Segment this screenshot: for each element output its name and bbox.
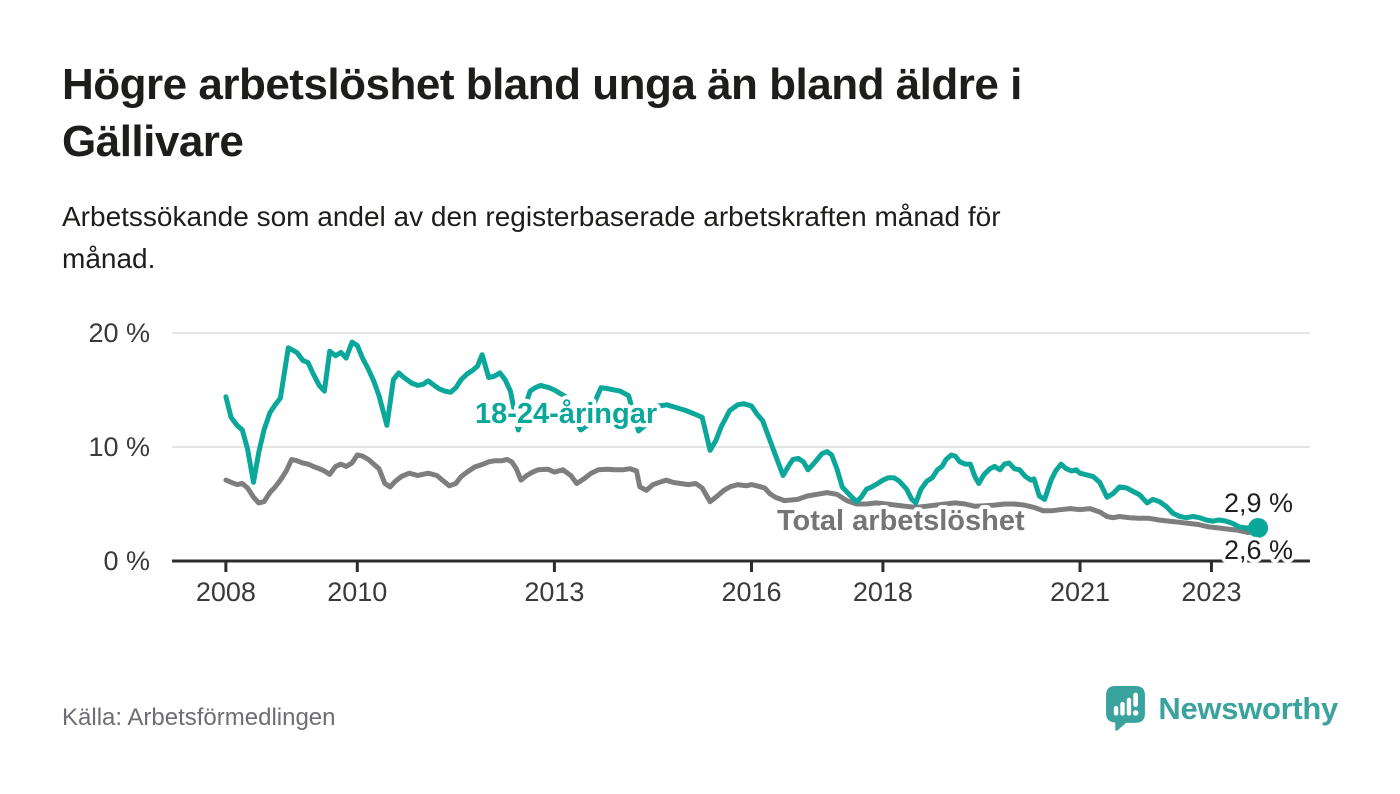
- x-tick-label-2010: 2010: [327, 577, 387, 607]
- x-tick-label-2021: 2021: [1050, 577, 1110, 607]
- youth-series-label: 18-24-åringar: [475, 398, 657, 430]
- y-tick-label-10: 10 %: [88, 432, 150, 462]
- newsworthy-wordmark: Newsworthy: [1158, 690, 1338, 726]
- newsworthy-bubble-icon: [1106, 686, 1146, 731]
- series-end-markers: [1248, 517, 1269, 538]
- newsworthy-logo[interactable]: Newsworthy: [1106, 686, 1338, 731]
- x-tick-label-2018: 2018: [853, 577, 913, 607]
- page-subtitle: Arbetssökande som andel av den registerb…: [62, 196, 1352, 280]
- series-line-youth: [223, 339, 1261, 531]
- series-lines: [223, 339, 1261, 535]
- header: Högre arbetslöshet bland unga än bland ä…: [62, 56, 1352, 280]
- x-tick-label-2016: 2016: [721, 577, 781, 607]
- source-note: Källa: Arbetsförmedlingen: [62, 704, 336, 731]
- gridlines: [172, 332, 1310, 448]
- youth-end-value-label: 2,9 %: [1224, 488, 1293, 518]
- x-tick-label-2013: 2013: [524, 577, 584, 607]
- page-subtitle-line2: månad.: [62, 243, 156, 275]
- x-tick-label-2008: 2008: [196, 577, 256, 607]
- total-series-label: Total arbetslöshet: [777, 505, 1025, 537]
- y-tick-label-0: 0 %: [103, 546, 150, 576]
- page-title-line1: Högre arbetslöshet bland unga än bland ä…: [62, 60, 1022, 109]
- page-title-line2: Gällivare: [62, 117, 244, 167]
- axes: 2008 2010 2013 2016 2018 2021 2023 0 % 10 % 20 %: [88, 318, 1310, 607]
- y-tick-label-20: 20 %: [88, 318, 150, 348]
- page-title: Högre arbetslöshet bland unga än bland ä…: [62, 56, 1352, 170]
- page-subtitle-line1: Arbetssökande som andel av den registerb…: [62, 201, 1001, 233]
- series-line-total: [223, 452, 1261, 535]
- total-end-value-label: 2,6 %: [1224, 535, 1293, 565]
- series-end-dot-youth: [1248, 517, 1269, 538]
- x-tick-label-2023: 2023: [1181, 577, 1241, 607]
